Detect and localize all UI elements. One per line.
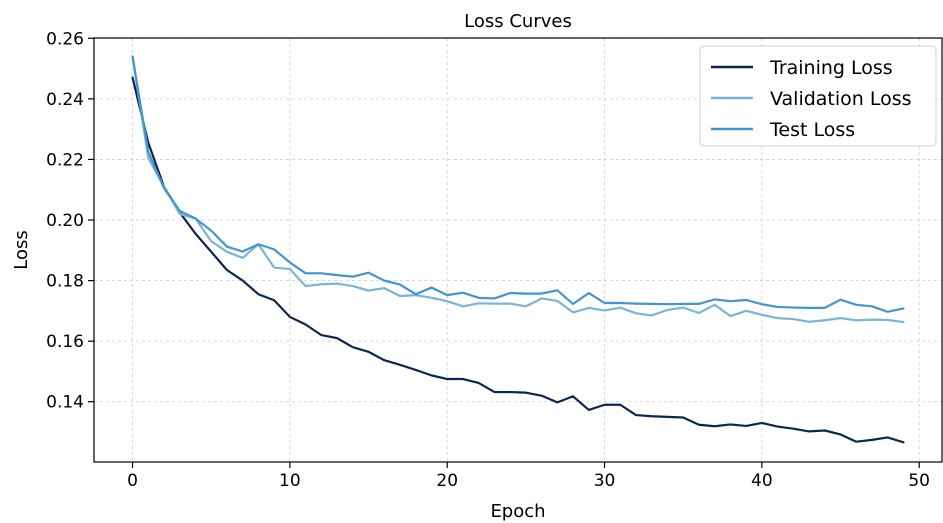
series-line-test-loss bbox=[131, 55, 905, 313]
series-line-validation-loss bbox=[131, 55, 905, 324]
legend: Training Loss Validation Loss Test Loss bbox=[699, 45, 937, 147]
x-tick-label: 10 bbox=[279, 471, 301, 491]
x-tick-label: 50 bbox=[908, 471, 930, 491]
x-axis-title: Epoch bbox=[490, 501, 545, 522]
x-axis-ticks: 0 10 20 30 40 50 bbox=[127, 462, 930, 491]
plot-frame bbox=[93, 37, 943, 463]
x-tick-label: 0 bbox=[127, 471, 138, 491]
y-tick-label: 0.18 bbox=[46, 272, 84, 292]
series-lines bbox=[131, 55, 905, 444]
y-axis-ticks: 0.14 0.16 0.18 0.20 0.22 0.24 0.26 bbox=[46, 29, 94, 413]
y-tick-label: 0.14 bbox=[46, 393, 84, 413]
y-tick-label: 0.26 bbox=[46, 29, 84, 49]
legend-box bbox=[699, 45, 937, 147]
x-tick-label: 30 bbox=[594, 471, 616, 491]
y-tick-label: 0.24 bbox=[46, 90, 84, 110]
x-tick-label: 40 bbox=[751, 471, 773, 491]
chart-title: Loss Curves bbox=[464, 11, 572, 32]
x-tick-label: 20 bbox=[436, 471, 458, 491]
legend-label: Validation Loss bbox=[770, 88, 912, 110]
grid bbox=[94, 37, 942, 462]
y-tick-label: 0.22 bbox=[46, 150, 84, 170]
legend-label: Training Loss bbox=[769, 57, 893, 79]
y-tick-label: 0.16 bbox=[46, 332, 84, 352]
legend-label: Test Loss bbox=[769, 119, 855, 141]
y-axis-title: Loss bbox=[11, 230, 32, 269]
series-line-training-loss bbox=[131, 76, 905, 444]
y-tick-label: 0.20 bbox=[46, 211, 84, 231]
